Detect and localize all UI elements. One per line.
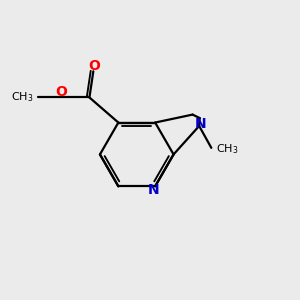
Text: N: N xyxy=(195,118,206,131)
Text: CH$_3$: CH$_3$ xyxy=(216,142,238,156)
Text: CH$_3$: CH$_3$ xyxy=(11,91,34,104)
Text: O: O xyxy=(56,85,68,99)
Text: N: N xyxy=(148,183,160,197)
Text: O: O xyxy=(88,59,100,73)
